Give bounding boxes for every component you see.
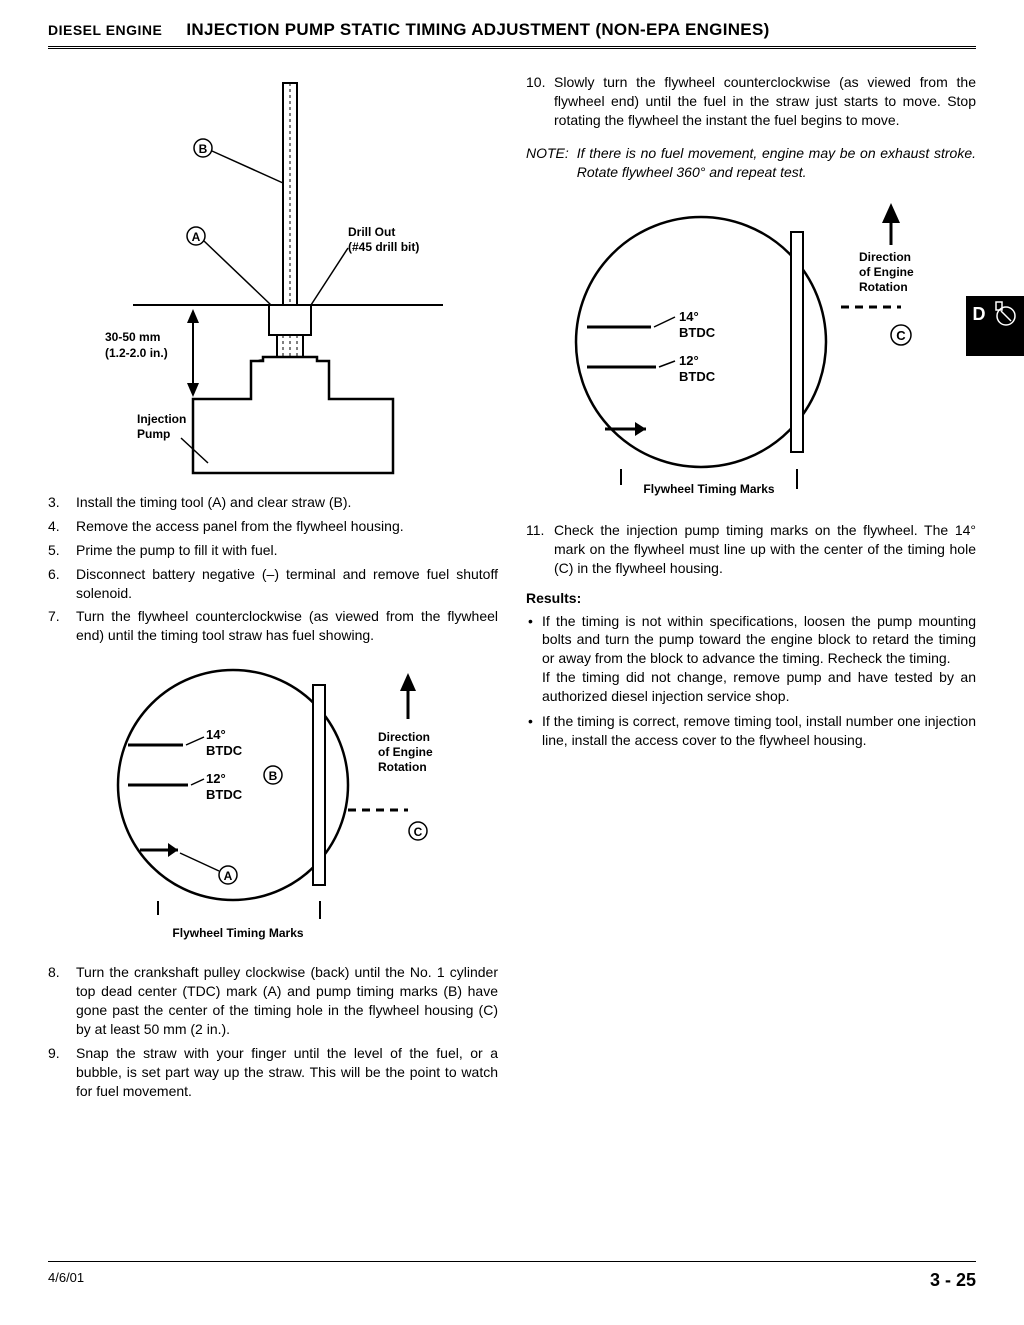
step-6: 6.Disconnect battery negative (–) termin…: [48, 565, 498, 603]
page-footer: 4/6/01 3 - 25: [48, 1261, 976, 1291]
footer-date: 4/6/01: [48, 1270, 84, 1291]
injection-pump-svg: B A Drill Out (#45 drill bit) 30-50 mm (…: [93, 73, 453, 483]
dim-mm: 30-50 mm: [105, 330, 160, 344]
results-list: If the timing is not within specificatio…: [526, 612, 976, 750]
svg-text:of Engine: of Engine: [378, 745, 433, 759]
svg-text:of Engine: of Engine: [859, 265, 914, 279]
content-columns: B A Drill Out (#45 drill bit) 30-50 mm (…: [48, 73, 976, 1105]
label-b: B: [199, 142, 208, 156]
svg-text:BTDC: BTDC: [679, 325, 716, 340]
svg-text:Flywheel Timing Marks: Flywheel Timing Marks: [643, 482, 774, 496]
svg-text:BTDC: BTDC: [206, 787, 243, 802]
right-column: 10.Slowly turn the flywheel counterclock…: [526, 73, 976, 1105]
figure-flywheel-2: 14° BTDC 12° BTDC C Direction of Engine …: [526, 197, 976, 507]
svg-text:12°: 12°: [206, 771, 226, 786]
svg-text:Flywheel Timing Marks: Flywheel Timing Marks: [172, 926, 303, 940]
page-title: INJECTION PUMP STATIC TIMING ADJUSTMENT …: [186, 20, 769, 40]
step-5: 5.Prime the pump to fill it with fuel.: [48, 541, 498, 560]
result-2: If the timing is correct, remove timing …: [526, 712, 976, 750]
step-11: 11.Check the injection pump timing marks…: [526, 521, 976, 578]
note-block: NOTE: If there is no fuel movement, engi…: [526, 144, 976, 183]
svg-text:A: A: [224, 869, 233, 883]
svg-text:C: C: [896, 328, 906, 343]
step-7: 7.Turn the flywheel counterclockwise (as…: [48, 607, 498, 645]
wrench-icon: [990, 300, 1018, 328]
steps-8-9: 8.Turn the crankshaft pulley clockwise (…: [48, 963, 498, 1100]
step-3: 3.Install the timing tool (A) and clear …: [48, 493, 498, 512]
injection-label: Injection: [137, 412, 186, 426]
drill-out-label: Drill Out: [348, 225, 395, 239]
tab-letter: D: [973, 304, 986, 325]
svg-text:BTDC: BTDC: [206, 743, 243, 758]
note-label: NOTE:: [526, 144, 577, 183]
results-heading: Results:: [526, 590, 976, 606]
svg-text:B: B: [269, 769, 278, 783]
flywheel-svg-2: 14° BTDC 12° BTDC C Direction of Engine …: [551, 197, 951, 507]
flywheel-svg-1: 14° BTDC 12° BTDC B A C Dir: [88, 655, 458, 945]
svg-text:C: C: [414, 825, 423, 839]
dim-in: (1.2-2.0 in.): [105, 346, 168, 360]
note-body: If there is no fuel movement, engine may…: [577, 144, 976, 183]
svg-text:14°: 14°: [679, 309, 699, 324]
result-1: If the timing is not within specificatio…: [526, 612, 976, 706]
label-a: A: [192, 230, 201, 244]
section-label: DIESEL ENGINE: [48, 22, 162, 38]
step-10-item: 10.Slowly turn the flywheel counterclock…: [526, 73, 976, 130]
step-8: 8.Turn the crankshaft pulley clockwise (…: [48, 963, 498, 1039]
svg-text:Direction: Direction: [859, 250, 911, 264]
svg-text:BTDC: BTDC: [679, 369, 716, 384]
step-4: 4.Remove the access panel from the flywh…: [48, 517, 498, 536]
page-header: DIESEL ENGINE INJECTION PUMP STATIC TIMI…: [48, 20, 976, 49]
svg-text:Direction: Direction: [378, 730, 430, 744]
drill-bit-label: (#45 drill bit): [348, 240, 419, 254]
step-11-item: 11.Check the injection pump timing marks…: [526, 521, 976, 578]
step-10: 10.Slowly turn the flywheel counterclock…: [526, 73, 976, 130]
left-column: B A Drill Out (#45 drill bit) 30-50 mm (…: [48, 73, 498, 1105]
figure-flywheel-1: 14° BTDC 12° BTDC B A C Dir: [48, 655, 498, 945]
steps-3-7: 3.Install the timing tool (A) and clear …: [48, 493, 498, 645]
pump-label: Pump: [137, 427, 170, 441]
svg-text:12°: 12°: [679, 353, 699, 368]
footer-page: 3 - 25: [930, 1270, 976, 1291]
svg-text:14°: 14°: [206, 727, 226, 742]
svg-text:Rotation: Rotation: [859, 280, 908, 294]
figure-injection-pump: B A Drill Out (#45 drill bit) 30-50 mm (…: [48, 73, 498, 483]
section-tab: D: [966, 296, 1024, 356]
svg-text:Rotation: Rotation: [378, 760, 427, 774]
step-9: 9.Snap the straw with your finger until …: [48, 1044, 498, 1101]
